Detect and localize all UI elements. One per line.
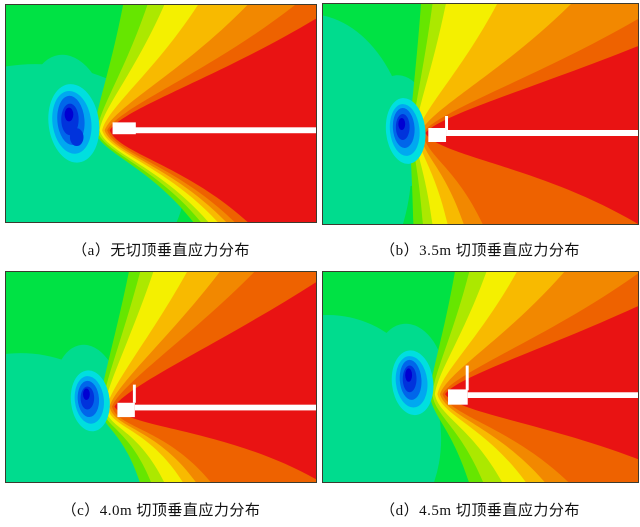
panel-a-contour-plot bbox=[5, 4, 317, 223]
panel-c-contour-plot bbox=[5, 271, 317, 483]
caption-a: （a）无切顶垂直应力分布 bbox=[72, 243, 250, 259]
contour-svg bbox=[323, 272, 638, 482]
panel-b-contour-plot bbox=[322, 3, 639, 225]
contour-svg bbox=[323, 4, 638, 224]
contour-svg bbox=[6, 272, 316, 482]
caption-b: （b）3.5m 切顶垂直应力分布 bbox=[380, 243, 580, 259]
caption-d: （d）4.5m 切顶垂直应力分布 bbox=[380, 503, 580, 519]
caption-c: （c）4.0m 切顶垂直应力分布 bbox=[61, 503, 261, 519]
contour-svg bbox=[6, 5, 316, 222]
panel-d-contour-plot bbox=[322, 271, 639, 483]
